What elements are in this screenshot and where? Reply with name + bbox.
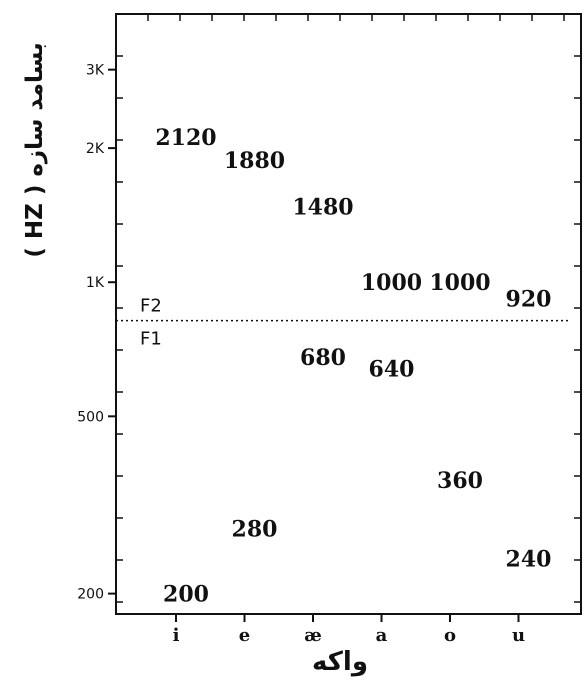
data-label-f1: 200 — [163, 582, 209, 608]
y-tick-label: 500 — [77, 409, 104, 425]
x-tick-label: o — [444, 625, 456, 646]
f1-region-label: F1 — [140, 329, 162, 350]
data-label-f1: 240 — [506, 546, 552, 572]
y-axis-title: بسامد سازه ( HZ ) — [22, 42, 48, 258]
data-label-f1: 360 — [437, 468, 483, 494]
x-tick-label: u — [512, 625, 525, 646]
plot-frame — [115, 13, 582, 615]
data-label-f2: 1000 — [429, 270, 490, 296]
data-label-f1: 280 — [232, 517, 278, 543]
x-tick-label: e — [239, 625, 250, 646]
data-label-f2: 1000 — [361, 270, 422, 296]
x-axis-title: واکه — [312, 647, 368, 677]
data-label-f2: 2120 — [155, 125, 216, 151]
y-tick-label: 200 — [77, 587, 104, 603]
data-label-f2: 1880 — [224, 148, 285, 174]
x-tick-label: a — [376, 625, 388, 646]
x-tick-label: æ — [304, 625, 322, 646]
x-tick-label: i — [173, 625, 180, 646]
data-label-f2: 920 — [506, 286, 552, 312]
data-label-f1: 680 — [300, 345, 346, 371]
data-label-f2: 1480 — [292, 194, 353, 220]
y-tick-label: 3K — [86, 63, 105, 79]
y-tick-label: 2K — [86, 141, 105, 157]
f2-region-label: F2 — [140, 296, 162, 317]
y-tick-label: 1K — [86, 275, 105, 291]
data-label-f1: 640 — [369, 357, 415, 383]
